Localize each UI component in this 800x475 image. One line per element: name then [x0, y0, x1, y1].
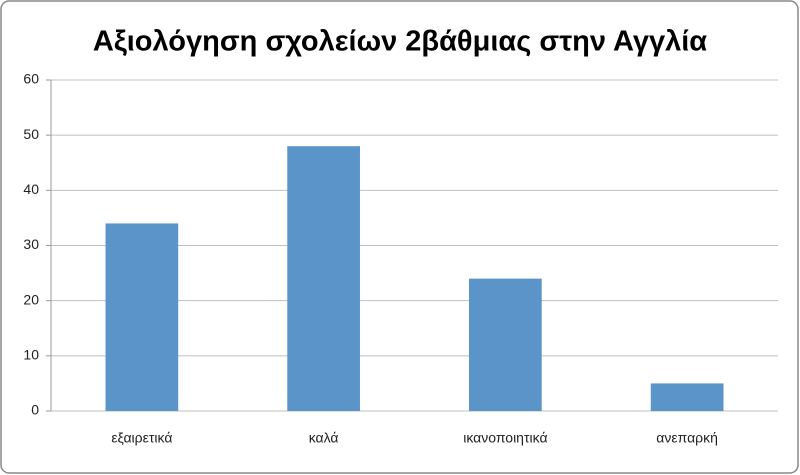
chart-title: Αξιολόγηση σχολείων 2βάθμιας στην Αγγλία — [93, 26, 707, 58]
bar — [287, 146, 360, 411]
y-tick-label: 60 — [23, 71, 39, 87]
y-tick-label: 40 — [23, 181, 39, 197]
y-tick-label: 20 — [23, 291, 39, 307]
bar — [469, 278, 542, 411]
x-tick-label: ανεπαρκή — [656, 430, 718, 446]
bar — [105, 223, 179, 411]
x-tick-label: καλά — [309, 430, 339, 446]
bar — [650, 383, 724, 411]
y-tick-label: 10 — [23, 347, 39, 363]
x-tick-label: εξαιρετικά — [111, 430, 172, 446]
x-tick-label: ικανοποιητικά — [463, 430, 547, 446]
y-tick-label: 50 — [23, 126, 39, 142]
y-tick-label: 30 — [23, 236, 39, 252]
y-tick-label: 0 — [31, 402, 39, 418]
